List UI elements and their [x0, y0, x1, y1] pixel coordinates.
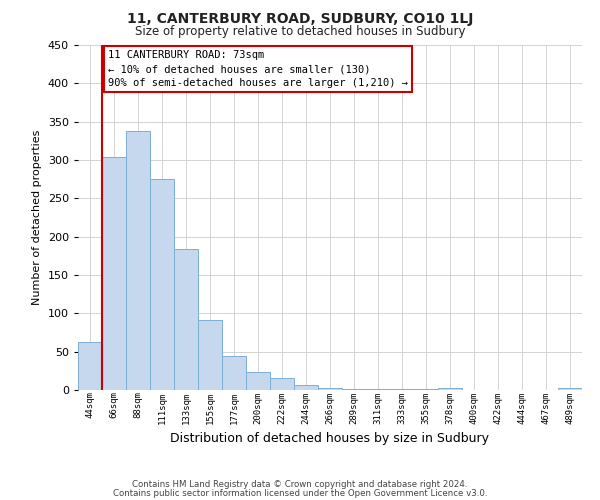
Bar	[126, 131, 150, 390]
Text: 11 CANTERBURY ROAD: 73sqm
← 10% of detached houses are smaller (130)
90% of semi: 11 CANTERBURY ROAD: 73sqm ← 10% of detac…	[108, 50, 408, 88]
Text: Contains public sector information licensed under the Open Government Licence v3: Contains public sector information licen…	[113, 489, 487, 498]
Bar	[150, 179, 174, 390]
Bar	[558, 388, 582, 390]
Y-axis label: Number of detached properties: Number of detached properties	[32, 130, 42, 305]
Bar	[246, 372, 270, 390]
Bar	[390, 389, 414, 390]
Bar	[366, 389, 390, 390]
Bar	[78, 342, 102, 390]
Bar	[318, 388, 342, 390]
Bar	[438, 388, 462, 390]
Bar	[294, 384, 318, 390]
X-axis label: Distribution of detached houses by size in Sudbury: Distribution of detached houses by size …	[170, 432, 490, 445]
Text: Size of property relative to detached houses in Sudbury: Size of property relative to detached ho…	[135, 25, 465, 38]
Bar	[222, 356, 246, 390]
Text: 11, CANTERBURY ROAD, SUDBURY, CO10 1LJ: 11, CANTERBURY ROAD, SUDBURY, CO10 1LJ	[127, 12, 473, 26]
Bar	[414, 389, 438, 390]
Bar	[174, 249, 198, 390]
Text: Contains HM Land Registry data © Crown copyright and database right 2024.: Contains HM Land Registry data © Crown c…	[132, 480, 468, 489]
Bar	[270, 378, 294, 390]
Bar	[102, 157, 126, 390]
Bar	[342, 389, 366, 390]
Bar	[198, 320, 222, 390]
